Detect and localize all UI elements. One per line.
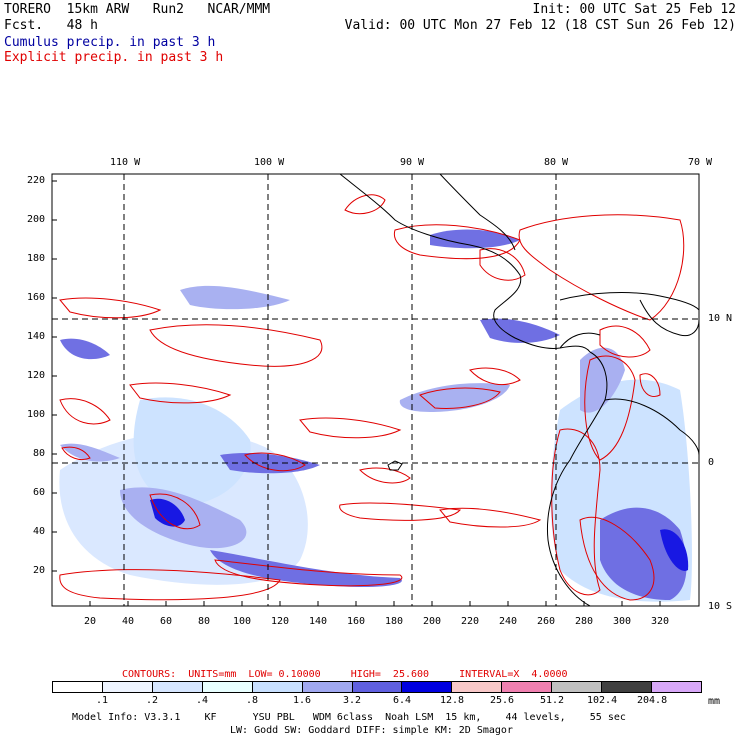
y-tick: 160 (27, 292, 46, 303)
x-tick: 240 (499, 616, 518, 627)
model-title: TORERO 15km ARW Run2 NCAR/MMM (4, 2, 271, 17)
colorbar-label: 102.4 (587, 695, 618, 706)
colorbar-label: 3.2 (343, 695, 362, 706)
latlon-grid (52, 174, 699, 606)
colorbar-swatch (152, 682, 203, 692)
colorbar-label: 204.8 (637, 695, 668, 706)
x-tick: 120 (271, 616, 290, 627)
contour-info: CONTOURS: UNITS=mm LOW= 0.10000 HIGH= 25… (122, 669, 568, 680)
legend-explicit: Explicit precip. in past 3 h (4, 50, 224, 65)
x-tick: 260 (537, 616, 556, 627)
y-tick: 140 (27, 331, 46, 342)
colorbar-swatch (252, 682, 303, 692)
colorbar-label: .1 (96, 695, 109, 706)
colorbar-labels: .1 .2 .4 .8 1.6 3.2 6.4 12.8 25.6 51.2 102.4 204.8 (52, 696, 702, 707)
colorbar-label: 25.6 (490, 695, 515, 706)
colorbar-label: 12.8 (440, 695, 465, 706)
colorbar-swatch (302, 682, 353, 692)
legend-cumulus: Cumulus precip. in past 3 h (4, 35, 216, 50)
colorbar-swatch (602, 682, 653, 692)
y-tick: 20 (33, 565, 46, 576)
y-tick: 40 (33, 526, 46, 537)
x-tick: 160 (347, 616, 366, 627)
y-tick: 200 (27, 214, 46, 225)
axis-ticks (52, 180, 661, 606)
colorbar-label: 51.2 (540, 695, 565, 706)
y-tick: 220 (27, 175, 46, 186)
colorbar-swatch (402, 682, 453, 692)
colorbar-label: .2 (146, 695, 159, 706)
colorbar-swatch (53, 682, 103, 692)
colorbar-swatch (452, 682, 503, 692)
lon-label-80w: 80 W (544, 157, 569, 168)
lon-label-110w: 110 W (110, 157, 141, 168)
x-tick: 280 (575, 616, 594, 627)
y-tick: 100 (27, 409, 46, 420)
x-tick: 40 (122, 616, 135, 627)
colorbar-swatch (652, 682, 701, 692)
colorbar-label: .8 (246, 695, 259, 706)
x-tick: 200 (423, 616, 442, 627)
explicit-precip-contours (59, 194, 685, 601)
lat-label-10s: 10 S (708, 601, 733, 612)
forecast-hour: Fcst. 48 h (4, 18, 98, 33)
x-tick: 220 (461, 616, 480, 627)
init-time: Init: 00 UTC Sat 25 Feb 12 (532, 2, 737, 17)
x-tick: 300 (613, 616, 632, 627)
y-tick: 60 (33, 487, 46, 498)
colorbar-swatch (552, 682, 603, 692)
y-tick: 80 (33, 448, 46, 459)
colorbar-unit: mm (708, 696, 721, 707)
lat-label-0: 0 (708, 457, 715, 468)
cumulus-precip-shading (59, 229, 692, 602)
lon-label-90w: 90 W (400, 157, 425, 168)
colorbar-label: 1.6 (293, 695, 312, 706)
model-physics: LW: Godd SW: Goddard DIFF: simple KM: 2D… (230, 725, 513, 736)
x-tick: 100 (233, 616, 252, 627)
x-tick: 80 (198, 616, 211, 627)
colorbar-label: .4 (196, 695, 209, 706)
colorbar-swatch (202, 682, 253, 692)
map-frame (51, 173, 700, 607)
x-tick: 60 (160, 616, 173, 627)
lon-label-100w: 100 W (254, 157, 285, 168)
lon-label-70w: 70 W (688, 157, 713, 168)
colorbar-swatch (502, 682, 553, 692)
colorbar-swatch (352, 682, 403, 692)
y-tick: 120 (27, 370, 46, 381)
lat-label-10n: 10 N (708, 313, 733, 324)
colorbar-swatch (102, 682, 153, 692)
model-info: Model Info: V3.3.1 KF YSU PBL WDM 6class… (72, 712, 626, 723)
colorbar (52, 681, 702, 693)
x-tick: 140 (309, 616, 328, 627)
valid-time: Valid: 00 UTC Mon 27 Feb 12 (18 CST Sun … (344, 18, 736, 33)
y-tick: 180 (27, 253, 46, 264)
x-tick: 20 (84, 616, 97, 627)
x-tick: 180 (385, 616, 404, 627)
x-tick: 320 (651, 616, 670, 627)
colorbar-label: 6.4 (393, 695, 412, 706)
